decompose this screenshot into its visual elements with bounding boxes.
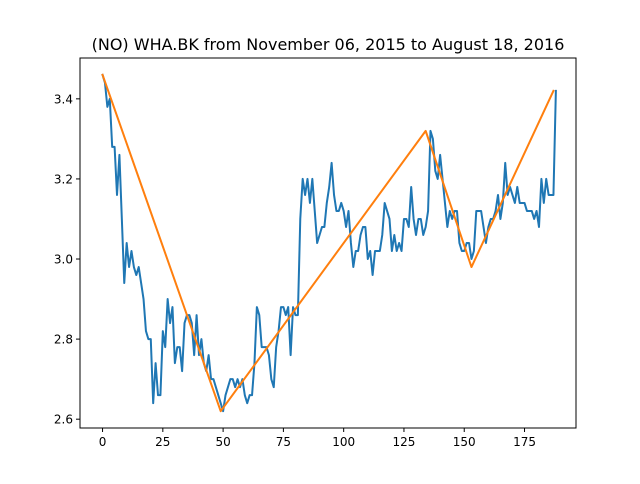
x-tick-label: 75 bbox=[276, 435, 291, 449]
y-tick-label: 2.6 bbox=[54, 413, 73, 427]
chart-title: (NO) WHA.BK from November 06, 2015 to Au… bbox=[92, 35, 565, 54]
y-tick-label: 3.4 bbox=[54, 92, 73, 106]
y-tick-label: 2.8 bbox=[54, 333, 73, 347]
y-tick-label: 3.0 bbox=[54, 253, 73, 267]
x-tick-label: 175 bbox=[513, 435, 536, 449]
y-axis: 2.6 2.8 3.0 3.2 3.4 bbox=[54, 92, 80, 427]
x-axis: 0 25 50 75 100 125 150 175 bbox=[99, 428, 536, 449]
plot-frame bbox=[79, 57, 577, 429]
x-tick-label: 150 bbox=[453, 435, 476, 449]
series-line-1 bbox=[101, 73, 557, 413]
x-tick-label: 25 bbox=[155, 435, 170, 449]
x-tick-label: 100 bbox=[332, 435, 355, 449]
series-layer bbox=[101, 73, 557, 413]
x-tick-label: 125 bbox=[393, 435, 416, 449]
x-tick-label: 0 bbox=[99, 435, 107, 449]
series-line-2 bbox=[101, 73, 555, 413]
x-tick-label: 50 bbox=[215, 435, 230, 449]
y-tick-label: 3.2 bbox=[54, 172, 73, 186]
